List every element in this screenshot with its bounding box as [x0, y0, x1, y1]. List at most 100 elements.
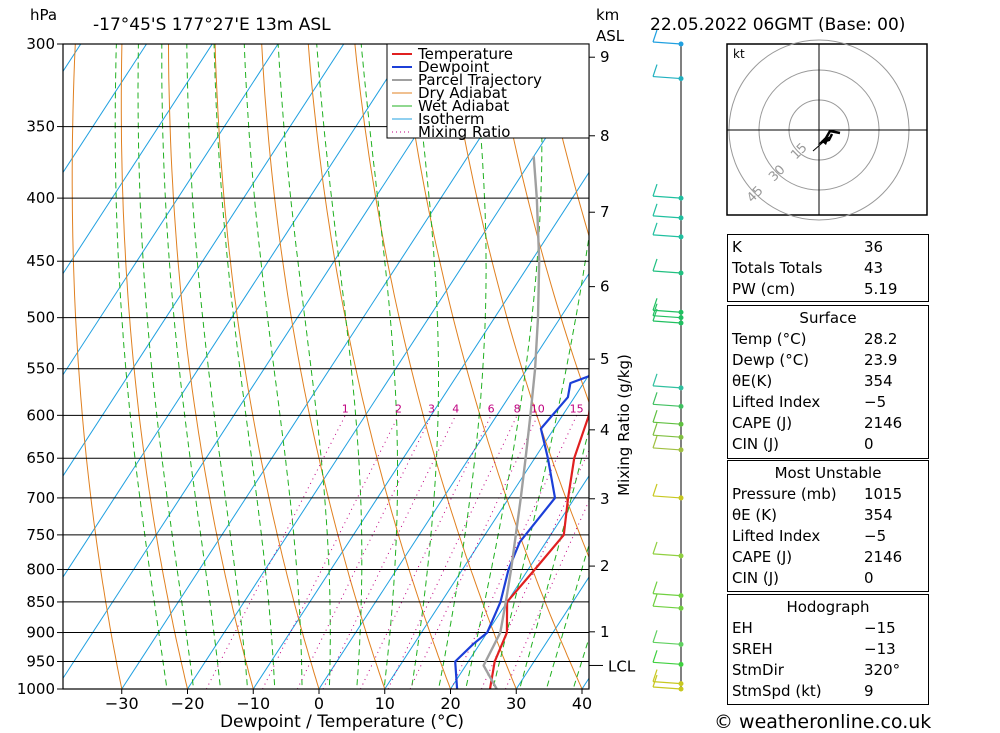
mixing-ratio-label: 4 — [452, 402, 459, 415]
mixing-ratio-line — [450, 415, 578, 689]
table-row: Lifted Index −5 — [728, 391, 928, 412]
mu-label: CIN (J) — [732, 568, 780, 587]
mu-label: CAPE (J) — [732, 547, 793, 566]
isotherm-line — [63, 44, 411, 578]
dry-adiabat-line — [354, 44, 517, 689]
wind-level-dot — [678, 215, 684, 221]
legend-parcel: Parcel Trajectory — [418, 71, 542, 89]
wind-barb-flag — [652, 435, 658, 449]
datetime-title: 22.05.2022 06GMT (Base: 00) — [650, 15, 905, 35]
wind-barb — [652, 553, 682, 557]
wind-level-dot — [678, 661, 684, 667]
wind-barb-flag — [652, 630, 658, 643]
surface-label: CAPE (J) — [732, 413, 793, 432]
wet-adiabat-line — [277, 44, 331, 689]
hodo-label: EH — [732, 618, 753, 637]
dewpoint-profile — [454, 44, 589, 689]
mu-value: −5 — [864, 526, 887, 545]
temperature-tick-label: 40 — [572, 694, 592, 713]
temperature-tick-label: 20 — [440, 694, 460, 713]
index-label-k: K — [732, 237, 742, 256]
wind-barb — [652, 41, 682, 45]
table-row: CAPE (J) 2146 — [728, 546, 928, 567]
wind-level-dot — [678, 593, 684, 599]
wind-barb-flag — [652, 203, 658, 217]
isotherm-line — [252, 171, 589, 689]
wind-barb — [652, 215, 682, 219]
pressure-unit: hPa — [30, 6, 57, 24]
isotherm-line — [63, 44, 213, 275]
km-unit: km — [596, 6, 619, 24]
wind-barb — [652, 447, 682, 451]
mixing-ratio-label: 8 — [514, 402, 521, 415]
location-title: -17°45'S 177°27'E 13m ASL — [93, 15, 331, 35]
mixing-ratio-line — [262, 415, 399, 689]
table-row: Temp (°C) 28.2 — [728, 328, 928, 349]
pressure-tick-label: 400 — [26, 189, 55, 207]
mixing-ratio-line — [409, 415, 539, 689]
surface-value: 0 — [864, 434, 874, 453]
isotherm-line — [318, 272, 589, 689]
table-row: Hodograph — [728, 596, 928, 617]
mu-label: θE (K) — [732, 505, 777, 524]
pressure-tick-label: 450 — [26, 252, 55, 270]
wind-level-dot — [678, 41, 684, 47]
wind-barb-flag — [652, 669, 658, 682]
surface-label: Dewp (°C) — [732, 350, 810, 369]
pressure-tick-label: 300 — [26, 35, 55, 53]
wind-barb — [652, 661, 682, 665]
mu-label: Pressure (mb) — [732, 484, 837, 503]
table-row: EH −15 — [728, 617, 928, 638]
surface-label: θE(K) — [732, 371, 773, 390]
wind-barb-flag — [652, 29, 658, 43]
mixing-ratio-label: 1 — [342, 402, 349, 415]
wind-level-dot — [678, 686, 684, 692]
most-unstable-table: Most Unstable Pressure (mb) 1015 θE (K) 35… — [728, 462, 928, 588]
height-tick-label: 2 — [600, 557, 610, 575]
hodo-label: StmSpd (kt) — [732, 681, 822, 700]
table-row: StmSpd (kt) 9 — [728, 680, 928, 701]
index-label-tt: Totals Totals — [732, 258, 823, 277]
wind-barb-flag — [652, 541, 658, 555]
wind-barb — [652, 592, 682, 597]
hodo-label: StmDir — [732, 660, 784, 679]
dry-adiabat-line — [494, 44, 589, 404]
asl-label: ASL — [596, 27, 625, 45]
pressure-tick-label: 900 — [26, 624, 55, 642]
plot-frame — [62, 43, 590, 690]
surface-table: Surface Temp (°C) 28.2 Dewp (°C) 23.9 θE(K… — [728, 307, 928, 454]
temperature-tick-label: 10 — [375, 694, 395, 713]
mixing-ratio-axis-label: Mixing Ratio (g/kg) — [615, 354, 633, 496]
wind-level-dot — [678, 195, 684, 201]
dry-adiabat-line — [167, 44, 254, 689]
index-value-pw: 5.19 — [864, 279, 898, 298]
wet-adiabat-line — [243, 44, 303, 689]
hodograph-table-title: Hodograph — [786, 597, 870, 616]
pressure-tick-label: 1000 — [17, 680, 55, 698]
mu-value: 1015 — [864, 484, 903, 503]
wet-adiabat-line — [316, 44, 363, 689]
wind-level-dot — [678, 270, 684, 276]
legend-wet-adiabat: Wet Adiabat — [418, 97, 509, 115]
height-tick-label: 5 — [600, 350, 610, 368]
wind-barb — [652, 270, 682, 274]
wind-barb-flag — [652, 258, 658, 272]
table-row: PW (cm) 5.19 — [728, 278, 928, 299]
pressure-tick-label: 650 — [26, 449, 55, 467]
x-axis-label: Dewpoint / Temperature (°C) — [220, 712, 464, 732]
temperature-tick-label: 30 — [506, 694, 526, 713]
legend-box — [386, 43, 590, 139]
dry-adiabat-line — [71, 44, 123, 689]
wind-level-dot — [678, 309, 684, 315]
temperature-tick-label: −30 — [105, 694, 139, 713]
hodo-value: −13 — [864, 639, 896, 658]
wind-level-dot — [678, 495, 684, 501]
wind-barb-flag — [652, 581, 658, 594]
isotherm-line — [63, 44, 148, 174]
isotherm-line — [63, 44, 279, 376]
dry-adiabat-line — [261, 44, 386, 689]
wind-level-dot — [678, 234, 684, 240]
wet-adiabat-line — [114, 44, 168, 689]
temperature-profile — [488, 404, 589, 689]
mixing-ratio-label: 6 — [488, 402, 495, 415]
